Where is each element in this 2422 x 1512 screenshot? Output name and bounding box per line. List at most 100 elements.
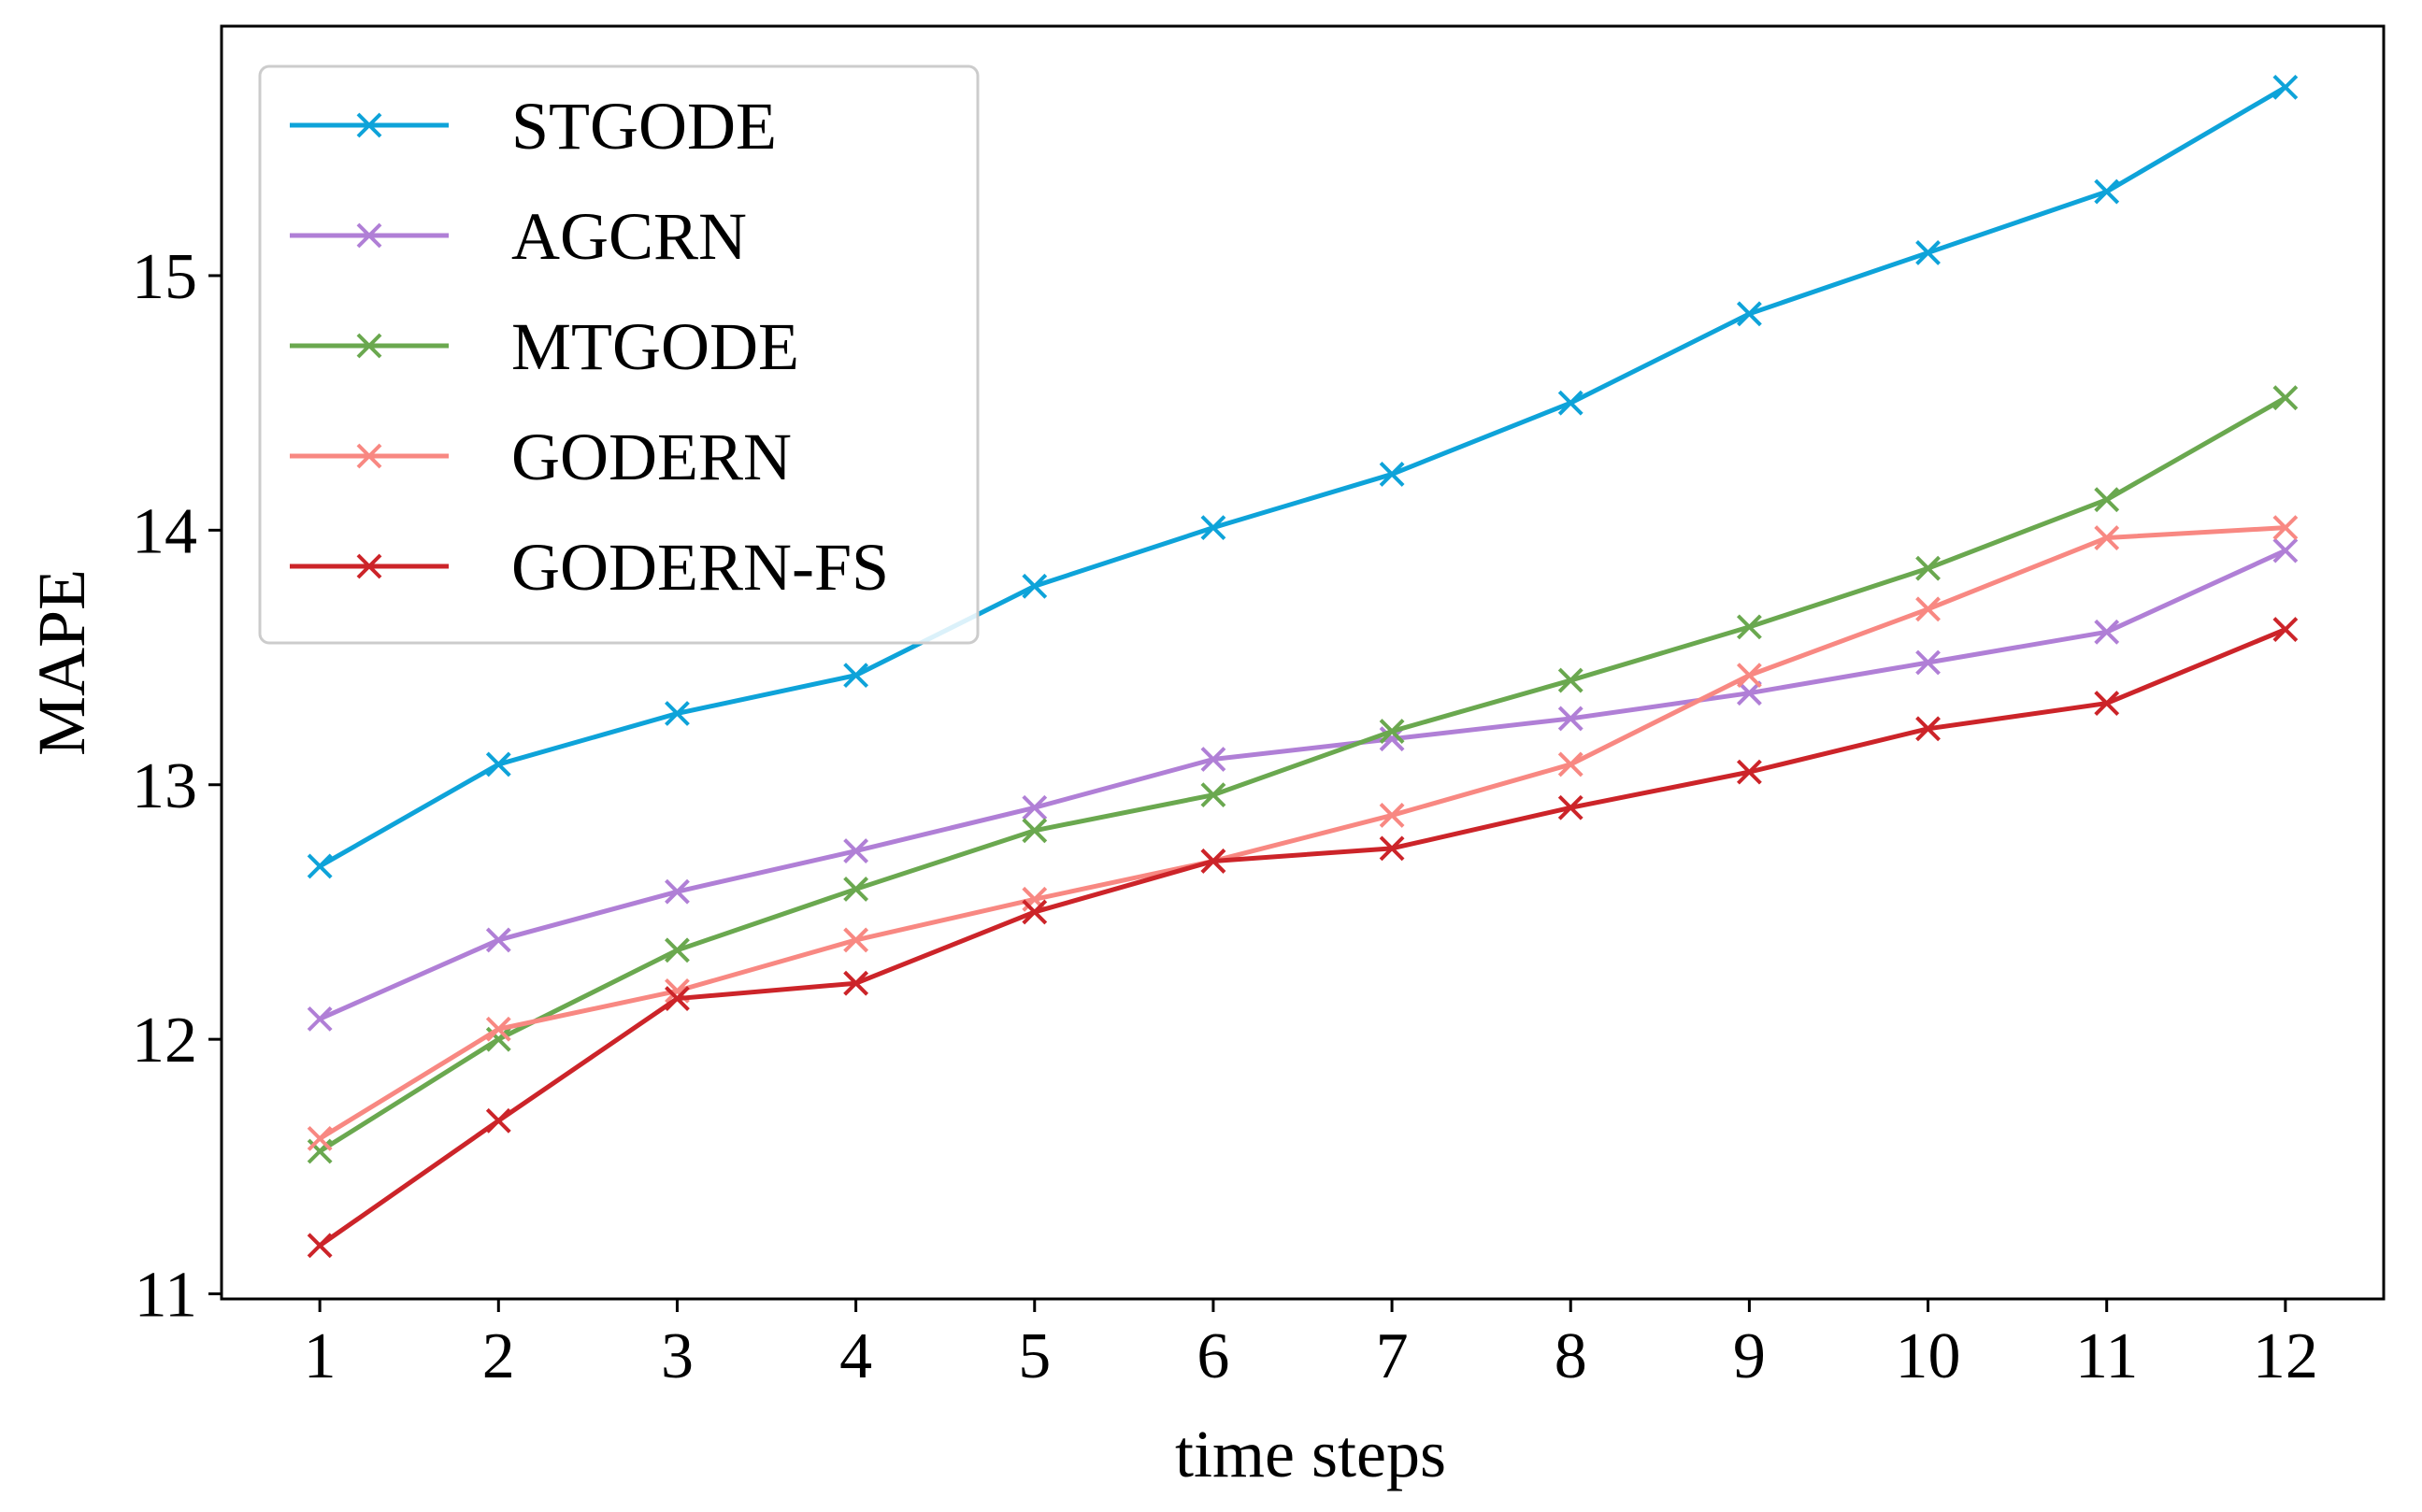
legend-item-agcrn: AGCRN: [290, 199, 747, 274]
data-point-stgode: [1915, 240, 1941, 265]
y-tick-label: 15: [132, 241, 197, 313]
data-point-mtgode: [1915, 555, 1941, 581]
x-tick-label: 10: [1896, 1320, 1961, 1392]
series-line-godern-fs: [318, 627, 2286, 1248]
data-point-agcrn: [485, 927, 511, 953]
data-point-stgode: [1022, 573, 1048, 599]
legend-item-godern: GODERN: [290, 420, 792, 494]
data-point-godern: [843, 927, 869, 953]
data-point-stgode: [1200, 515, 1226, 541]
data-point-godern: [2272, 515, 2299, 541]
legend-label: GODERN-FS: [511, 530, 889, 605]
data-point-stgode: [2094, 178, 2120, 205]
data-point-agcrn: [665, 878, 690, 905]
data-point-godern: [1915, 596, 1941, 622]
x-tick-label: 1: [304, 1320, 337, 1392]
data-point-stgode: [2272, 74, 2299, 100]
data-point-agcrn: [843, 838, 869, 863]
data-point-mtgode: [1379, 719, 1405, 744]
series-mtgode: [307, 385, 2299, 1164]
series-line-agcrn: [319, 548, 2286, 1021]
data-point-godern-fs: [1200, 849, 1226, 874]
plot-frame: [220, 24, 2386, 1301]
x-tick-label: 3: [661, 1320, 694, 1392]
data-point-agcrn: [307, 1006, 333, 1032]
data-point-mtgode: [1022, 818, 1048, 844]
data-point-godern-fs: [2272, 617, 2299, 643]
data-point-agcrn: [1736, 680, 1762, 706]
legend-label: AGCRN: [511, 199, 747, 274]
data-point-agcrn: [1022, 794, 1048, 820]
x-tick-label: 9: [1733, 1320, 1766, 1392]
data-point-mtgode: [2272, 385, 2299, 411]
data-point-godern: [1736, 663, 1762, 689]
y-axis: 11 12 13 14 15: [132, 241, 222, 1332]
data-point-stgode: [665, 701, 690, 726]
data-point-agcrn: [2272, 537, 2299, 563]
data-point-godern-fs: [485, 1107, 511, 1134]
legend-item-godern-fs: GODERN-FS: [290, 530, 889, 605]
y-tick-label: 13: [132, 750, 197, 822]
x-tick-label: 12: [2253, 1320, 2318, 1392]
x-tick-label: 7: [1376, 1320, 1409, 1392]
data-point-godern: [2094, 525, 2120, 550]
data-point-agcrn: [2094, 619, 2120, 645]
data-point-mtgode: [1557, 667, 1584, 693]
x-tick-label: 6: [1197, 1320, 1229, 1392]
y-tick-label: 12: [132, 1005, 197, 1077]
x-tick-label: 5: [1018, 1320, 1051, 1392]
data-point-godern-fs: [1022, 899, 1048, 925]
data-point-godern: [1557, 751, 1584, 777]
legend-item-stgode: STGODE: [290, 89, 777, 164]
series-godern: [307, 515, 2299, 1151]
x-axis-label: time steps: [1175, 1417, 1446, 1491]
y-tick-label: 14: [132, 495, 197, 567]
data-point-godern-fs: [665, 986, 690, 1011]
series-line-stgode: [318, 85, 2287, 869]
legend-box: [258, 64, 980, 645]
series-line-mtgode: [318, 395, 2287, 1154]
legend: STGODE AGCRN MTGODE GODERN GODERN-FS: [258, 64, 980, 645]
data-point-godern: [485, 1016, 511, 1042]
data-point-stgode: [307, 853, 333, 879]
legend-swatch-marker: [356, 112, 382, 138]
data-point-godern-fs: [2094, 691, 2120, 716]
data-point-godern: [307, 1125, 333, 1151]
x-tick-label: 11: [2075, 1320, 2138, 1392]
legend-swatch-marker: [356, 333, 382, 359]
legend-swatch-marker: [356, 222, 382, 249]
x-axis: 1 2 3 4 5 6 7 8 9 10 11 12: [304, 1299, 2318, 1392]
y-tick-label: 11: [135, 1260, 197, 1332]
legend-item-mtgode: MTGODE: [290, 309, 799, 384]
data-point-stgode: [485, 751, 511, 777]
data-point-godern-fs: [307, 1233, 333, 1259]
data-point-mtgode: [1736, 614, 1762, 640]
data-point-godern-fs: [843, 970, 869, 996]
legend-label: STGODE: [511, 89, 777, 164]
data-point-mtgode: [1200, 782, 1226, 808]
data-point-godern-fs: [1379, 835, 1405, 862]
legend-label: MTGODE: [511, 309, 799, 384]
series-stgode: [307, 74, 2299, 879]
data-point-godern-fs: [1736, 759, 1762, 785]
x-tick-label: 2: [482, 1320, 515, 1392]
data-point-mtgode: [843, 877, 869, 902]
x-tick-label: 4: [839, 1320, 872, 1392]
data-point-godern-fs: [1915, 716, 1941, 742]
data-point-mtgode: [665, 937, 690, 963]
data-point-agcrn: [1557, 706, 1584, 732]
series-godern-fs: [307, 617, 2299, 1259]
data-point-godern-fs: [1557, 794, 1584, 820]
data-point-stgode: [1379, 462, 1405, 487]
data-point-stgode: [843, 663, 869, 689]
series-agcrn: [307, 537, 2299, 1032]
data-point-stgode: [1557, 390, 1584, 416]
legend-label: GODERN: [511, 420, 792, 494]
data-point-mtgode: [2094, 487, 2120, 513]
legend-swatch-marker: [356, 553, 382, 579]
data-point-stgode: [1736, 301, 1762, 327]
y-axis-label: MAPE: [24, 569, 99, 756]
x-tick-label: 8: [1555, 1320, 1587, 1392]
data-point-godern: [1379, 803, 1405, 828]
